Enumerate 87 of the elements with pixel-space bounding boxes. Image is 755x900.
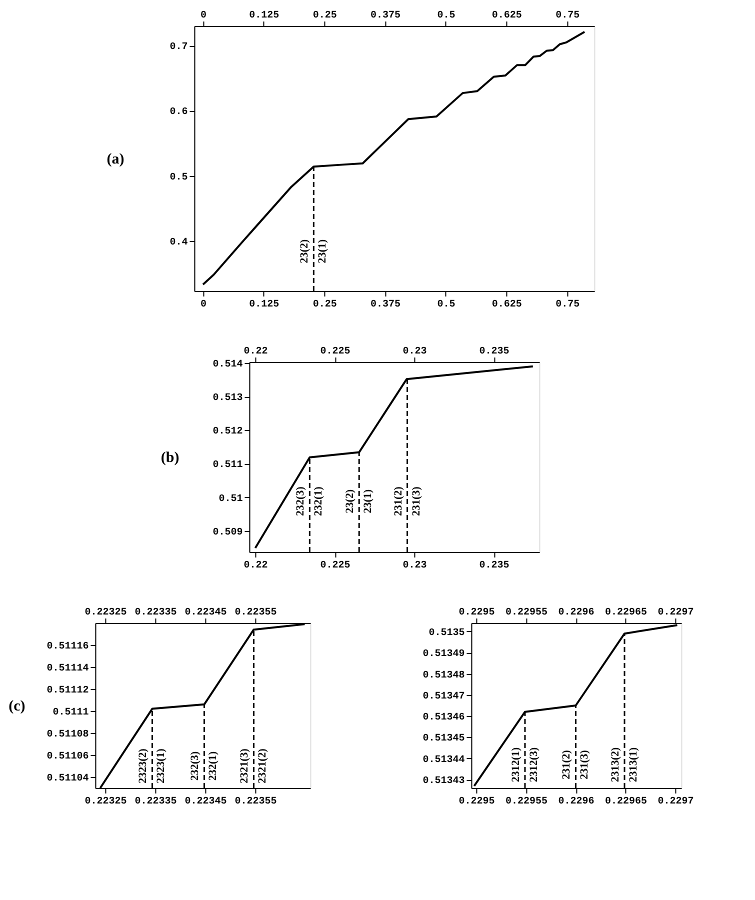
x2-tick-label: 0.625 — [492, 300, 522, 310]
x2-tick-label: 0.235 — [479, 560, 510, 572]
annotation: 2323(2) — [137, 748, 150, 784]
text: (a) — [106, 152, 124, 168]
y-tick-label: 0.5111 — [52, 708, 89, 718]
text: (b) — [160, 450, 180, 466]
annotation: 2313(1) — [628, 746, 640, 782]
x2-tick-label: 0.22 — [244, 560, 268, 572]
annotation: 231(3) — [578, 750, 591, 780]
x-tick-label: 0.75 — [556, 10, 580, 22]
x-tick-label: 0.22955 — [505, 608, 548, 618]
x2-tick-label: 0.22965 — [604, 796, 648, 808]
x-tick-label: 0.22325 — [84, 608, 127, 618]
y-tick-label: 0.51346 — [422, 712, 465, 724]
annotation: 2312(1) — [510, 746, 522, 782]
x-tick-label: 0.23 — [402, 346, 427, 358]
x-tick-label: 0.125 — [249, 10, 280, 22]
y-tick-label: 0.51 — [218, 494, 243, 505]
y-tick-label: 0.509 — [212, 527, 243, 538]
annotation: 2313(2) — [610, 746, 622, 782]
x-tick-label: 0.375 — [370, 10, 401, 22]
y-tick-label: 0.4 — [170, 237, 188, 248]
y-tick-label: 0.514 — [212, 360, 243, 371]
annotation: 23(1) — [316, 239, 329, 264]
x-tick-label: 0.22 — [244, 346, 268, 358]
x-tick-label: 0.22965 — [604, 608, 648, 618]
y-tick-label: 0.51112 — [46, 686, 89, 696]
x-tick-label: 0.22355 — [234, 608, 277, 618]
y-tick-label: 0.51349 — [422, 649, 465, 660]
annotation: 231(3) — [410, 486, 422, 516]
annotation: 23(1) — [362, 489, 374, 514]
y-tick-label: 0.512 — [212, 426, 243, 438]
x-tick-label: 0.2295 — [458, 608, 495, 618]
annotation: 2312(3) — [528, 746, 540, 782]
x2-tick-label: 0 — [200, 300, 206, 310]
x2-tick-label: 0.225 — [320, 560, 350, 572]
y-tick-label: 0.51114 — [46, 664, 89, 674]
annotation: 232(3) — [294, 486, 307, 516]
x2-tick-label: 0.23 — [402, 560, 427, 572]
y-tick-label: 0.511 — [212, 460, 243, 472]
x-tick-label: 0.22345 — [184, 608, 227, 618]
x-tick-label: 0.2296 — [558, 608, 594, 618]
annotation: 232(1) — [312, 486, 325, 516]
y-tick-label: 0.51116 — [46, 642, 89, 652]
x2-tick-label: 0.125 — [249, 300, 280, 310]
y-tick-label: 0.5 — [170, 172, 188, 184]
y-tick-label: 0.513 — [212, 393, 243, 404]
annotation: 2321(2) — [256, 748, 269, 784]
x2-tick-label: 0.22335 — [134, 796, 177, 808]
y-tick-label: 0.51345 — [422, 734, 465, 745]
x2-tick-label: 0.22345 — [184, 796, 227, 808]
x2-tick-label: 0.25 — [312, 300, 337, 310]
y-tick-label: 0.6 — [170, 107, 188, 118]
x-tick-label: 0.2297 — [658, 608, 694, 618]
annotation: 23(2) — [344, 489, 356, 514]
x2-tick-label: 0.22325 — [84, 796, 127, 808]
annotation: 232(3) — [189, 751, 202, 781]
x-tick-label: 0 — [200, 10, 206, 22]
x2-tick-label: 0.375 — [370, 300, 401, 310]
y-tick-label: 0.51344 — [422, 754, 465, 766]
x2-tick-label: 0.75 — [556, 300, 580, 310]
text: (c) — [8, 698, 26, 714]
x-tick-label: 0.22335 — [134, 608, 177, 618]
y-tick-label: 0.51104 — [46, 774, 89, 784]
x2-tick-label: 0.2297 — [658, 796, 694, 808]
y-tick-label: 0.51108 — [46, 730, 89, 740]
y-tick-label: 0.7 — [170, 42, 188, 54]
annotation: 2323(1) — [155, 748, 168, 784]
y-tick-label: 0.51106 — [46, 752, 89, 762]
x2-tick-label: 0.22355 — [234, 796, 277, 808]
line-series — [254, 365, 534, 549]
x2-tick-label: 0.2296 — [558, 796, 594, 808]
y-tick-label: 0.51347 — [422, 691, 465, 702]
x-tick-label: 0.625 — [492, 10, 522, 22]
x2-tick-label: 0.2295 — [458, 796, 495, 808]
y-tick-label: 0.5135 — [428, 628, 465, 639]
y-tick-label: 0.51348 — [422, 670, 465, 682]
annotation: 231(2) — [560, 750, 573, 780]
x-tick-label: 0.235 — [479, 346, 510, 358]
x2-tick-label: 0.22955 — [505, 796, 548, 808]
annotation: 232(1) — [207, 751, 220, 781]
annotation: 23(2) — [298, 239, 311, 264]
annotation: 2321(3) — [238, 748, 251, 784]
x-tick-label: 0.25 — [312, 10, 337, 22]
x-tick-label: 0.225 — [320, 346, 350, 358]
y-tick-label: 0.51343 — [422, 776, 465, 788]
annotation: 231(2) — [392, 486, 404, 516]
